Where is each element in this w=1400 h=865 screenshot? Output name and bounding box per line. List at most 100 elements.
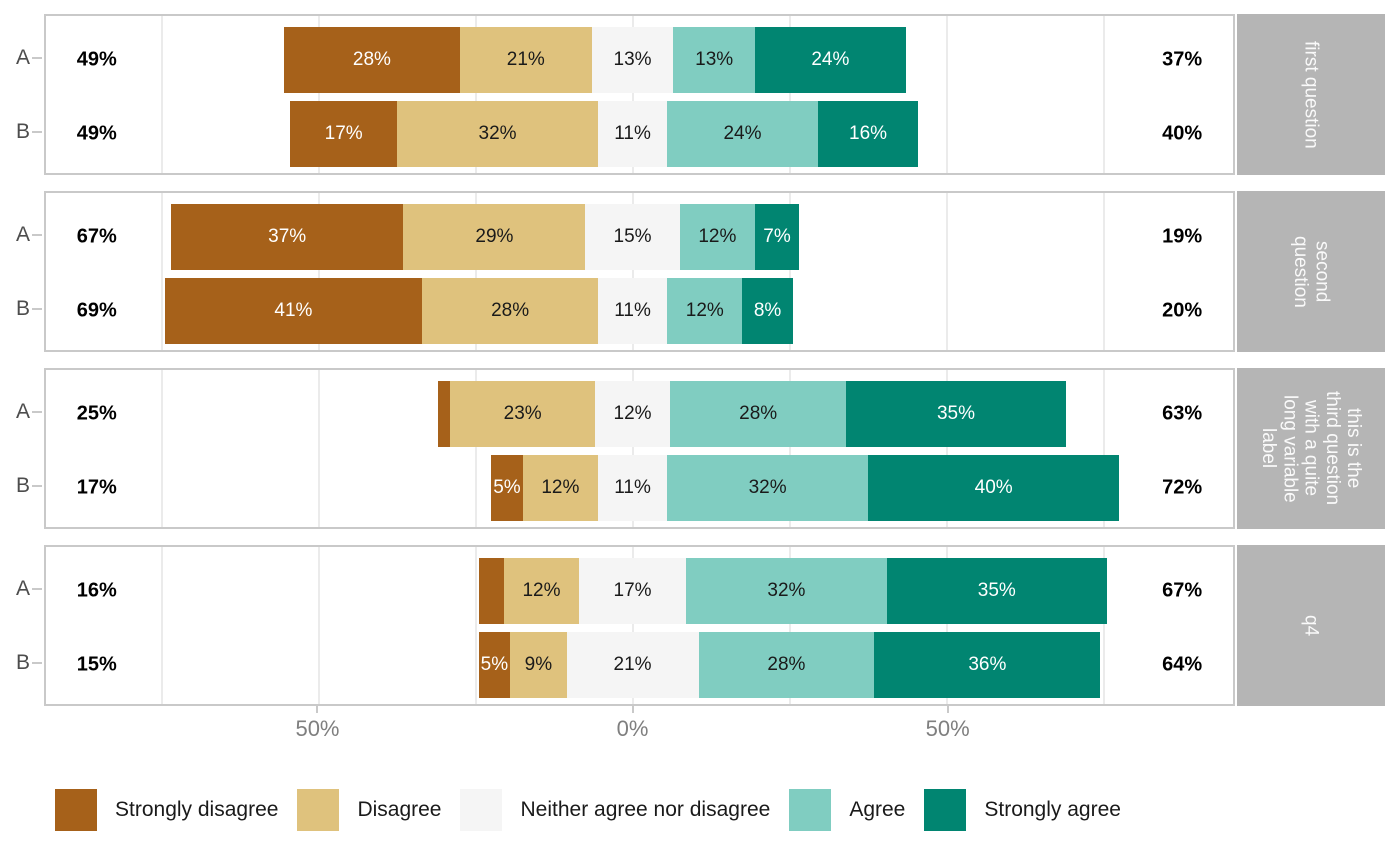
- row-group-label: A: [15, 223, 30, 246]
- bar-segment: 29%: [403, 204, 586, 270]
- gridline-vertical: [474, 193, 477, 350]
- positive-total-label: 37%: [1162, 48, 1203, 71]
- gridline-vertical: [788, 16, 791, 173]
- row-tick-mark: [32, 485, 42, 487]
- legend-item: Strongly agree: [924, 789, 1121, 831]
- gridline-vertical: [317, 16, 320, 173]
- bar-segment-label: 12%: [541, 477, 580, 498]
- row-tick-mark: [32, 588, 42, 590]
- likert-bar-row: 28% 21% 13% 13% 24%: [284, 27, 906, 93]
- row-group-label: B: [15, 297, 30, 320]
- bar-segment: 13%: [591, 27, 674, 93]
- bar-segment-label: 28%: [491, 300, 530, 321]
- positive-total-label: 20%: [1162, 299, 1203, 322]
- bar-segment: 35%: [846, 381, 1066, 447]
- bar-segment-label: 8%: [753, 300, 782, 321]
- row-tick-mark: [32, 131, 42, 133]
- row-group-label: A: [15, 577, 30, 600]
- positive-total-label: 63%: [1162, 402, 1203, 425]
- gridline-vertical: [1102, 16, 1105, 173]
- bar-segment: 21%: [459, 27, 592, 93]
- bar-segment: 37%: [170, 204, 404, 270]
- bar-segment-label: 16%: [849, 123, 888, 144]
- legend-label: Agree: [849, 798, 906, 821]
- bar-segment-label: 12%: [698, 226, 737, 247]
- legend-item: Agree: [789, 789, 905, 831]
- bar-segment: [478, 558, 504, 624]
- facet-panel: 28% 21% 13% 13% 24% 49% 37% 17% 32% 11% 24% 16% 49% 4…: [44, 14, 1235, 175]
- gridline-vertical: [945, 370, 948, 527]
- bar-segment: 9%: [510, 632, 567, 698]
- likert-bar-row: 17% 32% 11% 24% 16%: [290, 101, 919, 167]
- axis-tick-label: 50%: [925, 716, 970, 741]
- bar-segment-label: 12%: [685, 300, 724, 321]
- bar-segment: 12%: [594, 381, 671, 447]
- bar-segment: 24%: [755, 27, 906, 93]
- gridline-vertical: [788, 547, 791, 704]
- likert-bar-row: 5% 12% 11% 32% 40%: [491, 455, 1120, 521]
- bar-segment: 12%: [503, 558, 580, 624]
- bar-segment-label: 36%: [968, 654, 1007, 675]
- bar-segment-label: 9%: [524, 654, 553, 675]
- negative-total-label: 69%: [76, 299, 117, 322]
- bar-segment: 11%: [598, 455, 668, 521]
- bar-segment-label: 28%: [352, 49, 391, 70]
- gridline-vertical: [631, 547, 634, 704]
- bar-segment-label: 11%: [614, 123, 651, 144]
- negative-total-label: 16%: [76, 579, 117, 602]
- positive-total-label: 67%: [1162, 579, 1203, 602]
- bar-segment-label: 35%: [977, 580, 1016, 601]
- gridline-vertical: [160, 16, 163, 173]
- negative-total-label: 15%: [76, 653, 117, 676]
- bar-segment: 12%: [679, 204, 756, 270]
- gridline-vertical: [1102, 370, 1105, 527]
- facet-strip: this is the third question with a quite …: [1237, 368, 1385, 529]
- row-tick-mark: [32, 57, 42, 59]
- bar-segment: 32%: [667, 455, 869, 521]
- row-group-label: B: [15, 651, 30, 674]
- bar-segment: 36%: [874, 632, 1101, 698]
- likert-bar-row: 12% 17% 32% 35%: [478, 558, 1107, 624]
- bar-segment-label: 32%: [478, 123, 517, 144]
- bar-segment: 28%: [670, 381, 847, 447]
- positive-total-label: 72%: [1162, 476, 1203, 499]
- gridline-vertical: [631, 193, 634, 350]
- gridline-vertical: [160, 193, 163, 350]
- gridline-vertical: [474, 370, 477, 527]
- bar-segment: 5%: [491, 455, 523, 521]
- bar-segment-label: 12%: [522, 580, 561, 601]
- bar-segment: 12%: [667, 278, 743, 344]
- row-tick-mark: [32, 308, 42, 310]
- legend-label: Neither agree nor disagree: [520, 798, 771, 821]
- bar-segment: 12%: [522, 455, 599, 521]
- bar-segment-label: 21%: [506, 49, 545, 70]
- gridline-vertical: [1102, 193, 1105, 350]
- bar-segment-label: 35%: [936, 403, 975, 424]
- negative-total-label: 67%: [76, 225, 117, 248]
- gridline-vertical: [631, 370, 634, 527]
- bar-segment-label: 5%: [480, 654, 509, 675]
- legend-label: Disagree: [357, 798, 442, 821]
- axis-tick-mark: [316, 706, 319, 713]
- gridline-vertical: [945, 16, 948, 173]
- negative-total-label: 49%: [76, 48, 117, 71]
- bar-segment-label: 28%: [767, 654, 806, 675]
- bar-segment-label: 7%: [763, 226, 791, 247]
- bar-segment: 24%: [667, 101, 818, 167]
- bar-segment-label: 23%: [503, 403, 542, 424]
- facet-strip: second question: [1237, 191, 1385, 352]
- bar-segment: 11%: [598, 101, 668, 167]
- gridline-vertical: [474, 16, 477, 173]
- facet-strip: q4: [1237, 545, 1385, 706]
- legend-label: Strongly agree: [984, 798, 1121, 821]
- facet-strip: first question: [1237, 14, 1385, 175]
- bar-segment: 8%: [742, 278, 793, 344]
- legend: Strongly disagree Disagree Neither agree n…: [55, 789, 1121, 831]
- bar-segment-label: 17%: [613, 580, 652, 601]
- row-group-label: B: [15, 474, 30, 497]
- facet-panel: 12% 17% 32% 35% 16% 67% 5% 9% 21% 28% 36% 15% 64%: [44, 545, 1235, 706]
- bar-segment-label: 21%: [613, 654, 652, 675]
- likert-bar-row: 23% 12% 28% 35%: [437, 381, 1066, 447]
- gridline-vertical: [945, 547, 948, 704]
